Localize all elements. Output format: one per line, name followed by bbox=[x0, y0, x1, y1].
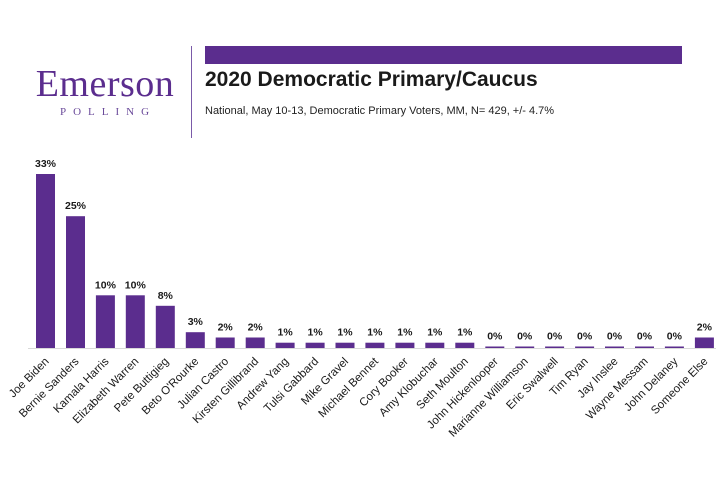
logo-subtitle: POLLING bbox=[59, 106, 157, 118]
chart-subtitle: National, May 10-13, Democratic Primary … bbox=[205, 105, 555, 117]
bar bbox=[635, 346, 654, 348]
bar-data-label: 1% bbox=[427, 327, 443, 339]
bar-data-label: 0% bbox=[667, 331, 683, 343]
bar bbox=[605, 346, 624, 348]
bar-data-label: 8% bbox=[158, 290, 174, 302]
bar bbox=[245, 337, 265, 348]
bar-data-label: 0% bbox=[487, 331, 503, 343]
bar bbox=[275, 342, 295, 348]
bar-data-label: 1% bbox=[308, 327, 324, 339]
bar bbox=[395, 342, 415, 348]
bar bbox=[155, 305, 175, 348]
emerson-polling-logo: Emerson POLLING bbox=[30, 64, 180, 118]
bar bbox=[485, 346, 505, 348]
bar bbox=[455, 342, 475, 348]
bar-data-label: 33% bbox=[35, 158, 57, 170]
header-divider bbox=[191, 46, 192, 138]
bar bbox=[215, 337, 235, 348]
bar-data-label: 0% bbox=[577, 331, 593, 343]
bar-data-label: 10% bbox=[95, 279, 117, 291]
bar bbox=[66, 216, 85, 348]
bar-data-label: 0% bbox=[517, 331, 533, 343]
bar bbox=[36, 174, 55, 348]
bar-data-label: 0% bbox=[637, 331, 653, 343]
bar bbox=[335, 342, 355, 348]
bar-data-label: 25% bbox=[65, 200, 87, 212]
logo-name: Emerson bbox=[35, 63, 175, 105]
bar bbox=[305, 342, 325, 348]
bar bbox=[185, 332, 205, 348]
bar-data-label: 2% bbox=[697, 322, 713, 334]
x-tick-label: Someone Else bbox=[649, 356, 710, 417]
bar bbox=[545, 346, 565, 348]
bar-data-label: 0% bbox=[547, 331, 563, 343]
bar bbox=[365, 342, 385, 348]
bar bbox=[694, 337, 714, 348]
header-accent-bar bbox=[205, 46, 682, 64]
bar-data-label: 1% bbox=[367, 327, 383, 339]
bar bbox=[425, 342, 445, 348]
bar-data-label: 0% bbox=[607, 331, 623, 343]
bar bbox=[515, 346, 535, 348]
bar-data-label: 2% bbox=[248, 322, 264, 334]
bar bbox=[95, 295, 115, 348]
bar bbox=[664, 346, 684, 348]
bar-data-label: 3% bbox=[188, 316, 204, 328]
bar bbox=[575, 346, 595, 348]
bar-data-label: 1% bbox=[337, 327, 353, 339]
bar-data-label: 10% bbox=[125, 279, 147, 291]
bar-data-label: 1% bbox=[397, 327, 413, 339]
bar bbox=[125, 295, 145, 348]
bar-data-label: 2% bbox=[218, 322, 234, 334]
bar-data-label: 1% bbox=[457, 327, 473, 339]
bar-data-label: 1% bbox=[278, 327, 294, 339]
chart-title: 2020 Democratic Primary/Caucus bbox=[205, 68, 538, 91]
